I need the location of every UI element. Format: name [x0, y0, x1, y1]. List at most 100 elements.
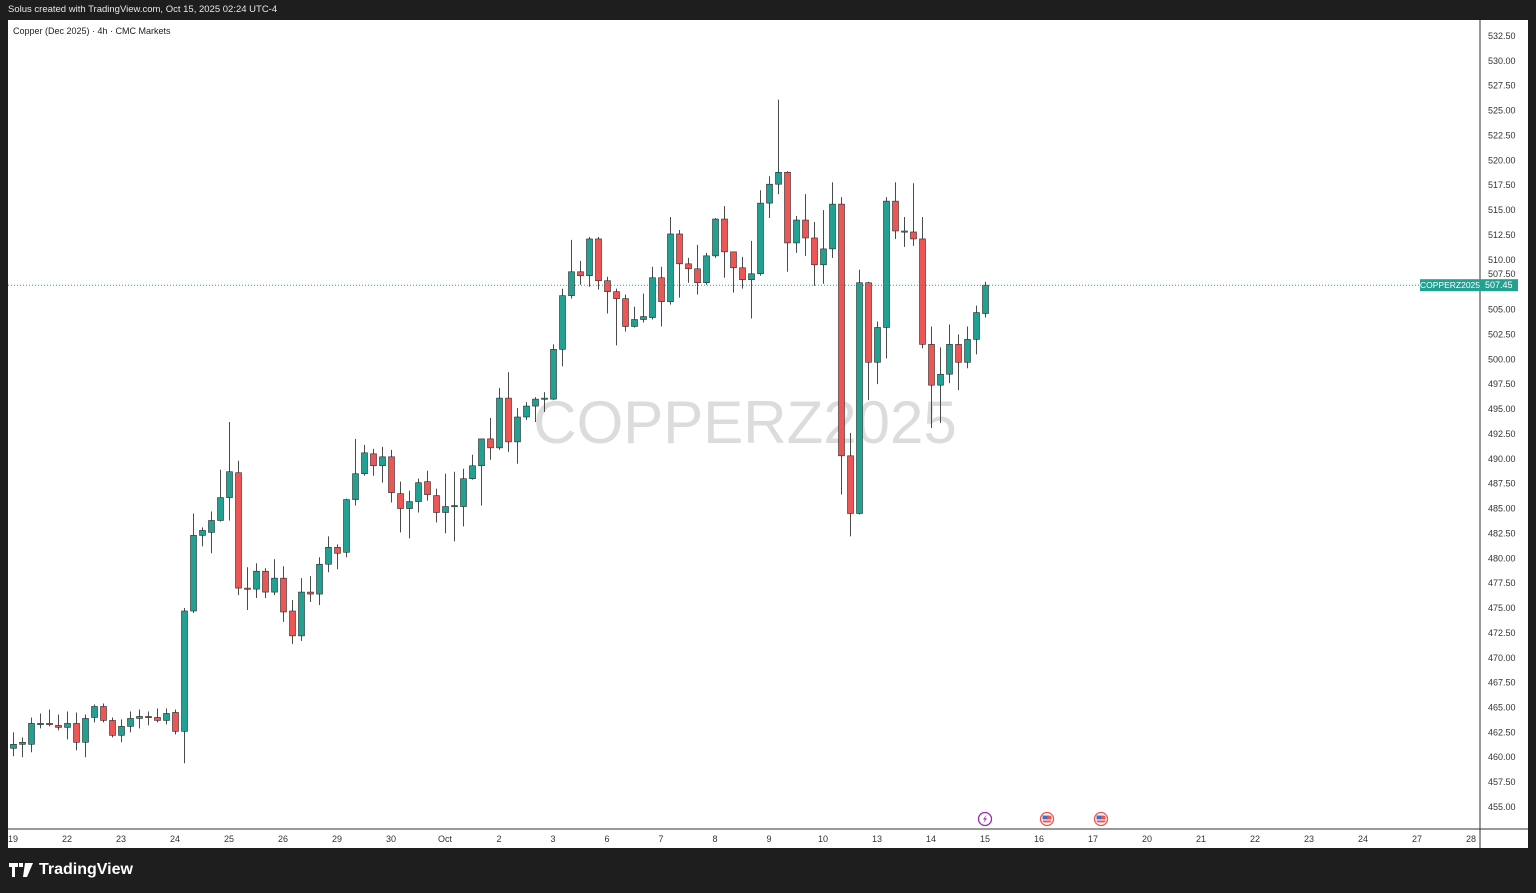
candle-down[interactable] — [262, 568, 269, 599]
candle-up[interactable] — [379, 446, 386, 483]
candle-up[interactable] — [820, 210, 827, 284]
candle-down[interactable] — [802, 194, 809, 256]
candle-up[interactable] — [442, 473, 449, 534]
candle-up[interactable] — [478, 438, 485, 506]
candle-down[interactable] — [424, 470, 431, 501]
candle-up[interactable] — [64, 711, 71, 740]
candle-up[interactable] — [793, 216, 800, 253]
candle-up[interactable] — [199, 527, 206, 547]
candle-up[interactable] — [631, 306, 638, 328]
candle-down[interactable] — [73, 712, 80, 751]
candle-up[interactable] — [298, 578, 305, 641]
candle-down[interactable] — [658, 266, 665, 327]
candle-up[interactable] — [217, 469, 224, 522]
candle-up[interactable] — [982, 281, 989, 318]
candle-up[interactable] — [856, 269, 863, 515]
candle-down[interactable] — [154, 708, 161, 723]
candle-up[interactable] — [775, 99, 782, 195]
symbol-legend[interactable]: Copper (Dec 2025) · 4h · CMC Markets — [13, 26, 171, 36]
candle-up[interactable] — [226, 421, 233, 521]
candle-up[interactable] — [208, 511, 215, 554]
candle-up[interactable] — [586, 236, 593, 287]
candle-down[interactable] — [109, 717, 116, 738]
candle-up[interactable] — [496, 388, 503, 450]
candle-down[interactable] — [910, 183, 917, 246]
candle-up[interactable] — [406, 490, 413, 539]
candle-down[interactable] — [55, 714, 62, 731]
candle-down[interactable] — [433, 488, 440, 523]
candle-down[interactable] — [955, 334, 962, 391]
candle-up[interactable] — [757, 190, 764, 276]
candle-up[interactable] — [19, 737, 26, 758]
candle-down[interactable] — [505, 372, 512, 452]
candle-down[interactable] — [865, 281, 872, 401]
candle-down[interactable] — [145, 711, 152, 726]
candle-down[interactable] — [847, 432, 854, 537]
candle-up[interactable] — [703, 252, 710, 285]
candle-up[interactable] — [10, 732, 17, 757]
candle-down[interactable] — [694, 244, 701, 295]
candle-up[interactable] — [361, 444, 368, 476]
candle-up[interactable] — [829, 182, 836, 258]
candlestick-chart[interactable]: COPPERZ2025 532.50 530.00 527.50 525.00 522.5… — [8, 20, 1528, 848]
candle-up[interactable] — [136, 709, 143, 729]
candle-up[interactable] — [469, 454, 476, 480]
candle-down[interactable] — [397, 481, 404, 533]
candle-down[interactable] — [739, 256, 746, 289]
candle-down[interactable] — [928, 326, 935, 428]
candle-down[interactable] — [784, 171, 791, 272]
us-flag-icon[interactable] — [1093, 811, 1109, 827]
candle-down[interactable] — [577, 260, 584, 285]
candle-up[interactable] — [91, 704, 98, 723]
candle-down[interactable] — [604, 276, 611, 314]
candle-up[interactable] — [271, 559, 278, 596]
candle-up[interactable] — [523, 402, 530, 420]
candle-up[interactable] — [28, 717, 35, 753]
candle-down[interactable] — [838, 197, 845, 495]
candle-down[interactable] — [595, 236, 602, 290]
candle-down[interactable] — [280, 566, 287, 622]
candle-up[interactable] — [559, 288, 566, 367]
candle-up[interactable] — [163, 708, 170, 725]
candle-up[interactable] — [667, 217, 674, 305]
candle-up[interactable] — [325, 536, 332, 573]
candle-up[interactable] — [118, 719, 125, 743]
candle-up[interactable] — [514, 408, 521, 464]
candle-up[interactable] — [352, 438, 359, 506]
candle-up[interactable] — [937, 347, 944, 423]
lightning-icon[interactable] — [977, 811, 993, 827]
candle-up[interactable] — [649, 266, 656, 320]
candle-down[interactable] — [46, 709, 53, 727]
candle-up[interactable] — [568, 239, 575, 299]
candle-up[interactable] — [316, 557, 323, 606]
candle-down[interactable] — [811, 222, 818, 286]
candle-down[interactable] — [370, 448, 377, 476]
candle-down[interactable] — [613, 288, 620, 346]
candle-up[interactable] — [190, 513, 197, 613]
candle-up[interactable] — [766, 176, 773, 219]
candle-up[interactable] — [82, 714, 89, 758]
candle-up[interactable] — [343, 498, 350, 558]
us-flag-icon[interactable] — [1039, 811, 1055, 827]
candle-up[interactable] — [712, 218, 719, 258]
chart-panel[interactable]: COPPERZ2025 532.50 530.00 527.50 525.00 522.5… — [8, 20, 1528, 848]
candle-down[interactable] — [307, 576, 314, 603]
candle-up[interactable] — [541, 392, 548, 413]
candle-down[interactable] — [235, 460, 242, 596]
candle-up[interactable] — [946, 324, 953, 384]
candle-up[interactable] — [451, 471, 458, 542]
candle-up[interactable] — [550, 344, 557, 401]
candle-up[interactable] — [964, 326, 971, 369]
candle-up[interactable] — [883, 197, 890, 359]
candle-up[interactable] — [532, 397, 539, 422]
candle-down[interactable] — [289, 600, 296, 644]
candle-up[interactable] — [253, 563, 260, 599]
candle-up[interactable] — [37, 713, 44, 729]
candle-up[interactable] — [181, 608, 188, 764]
candle-down[interactable] — [919, 217, 926, 349]
candle-down[interactable] — [487, 418, 494, 460]
candle-up[interactable] — [460, 468, 467, 527]
candle-down[interactable] — [244, 567, 251, 610]
candle-up[interactable] — [127, 711, 134, 733]
candle-down[interactable] — [622, 294, 629, 332]
